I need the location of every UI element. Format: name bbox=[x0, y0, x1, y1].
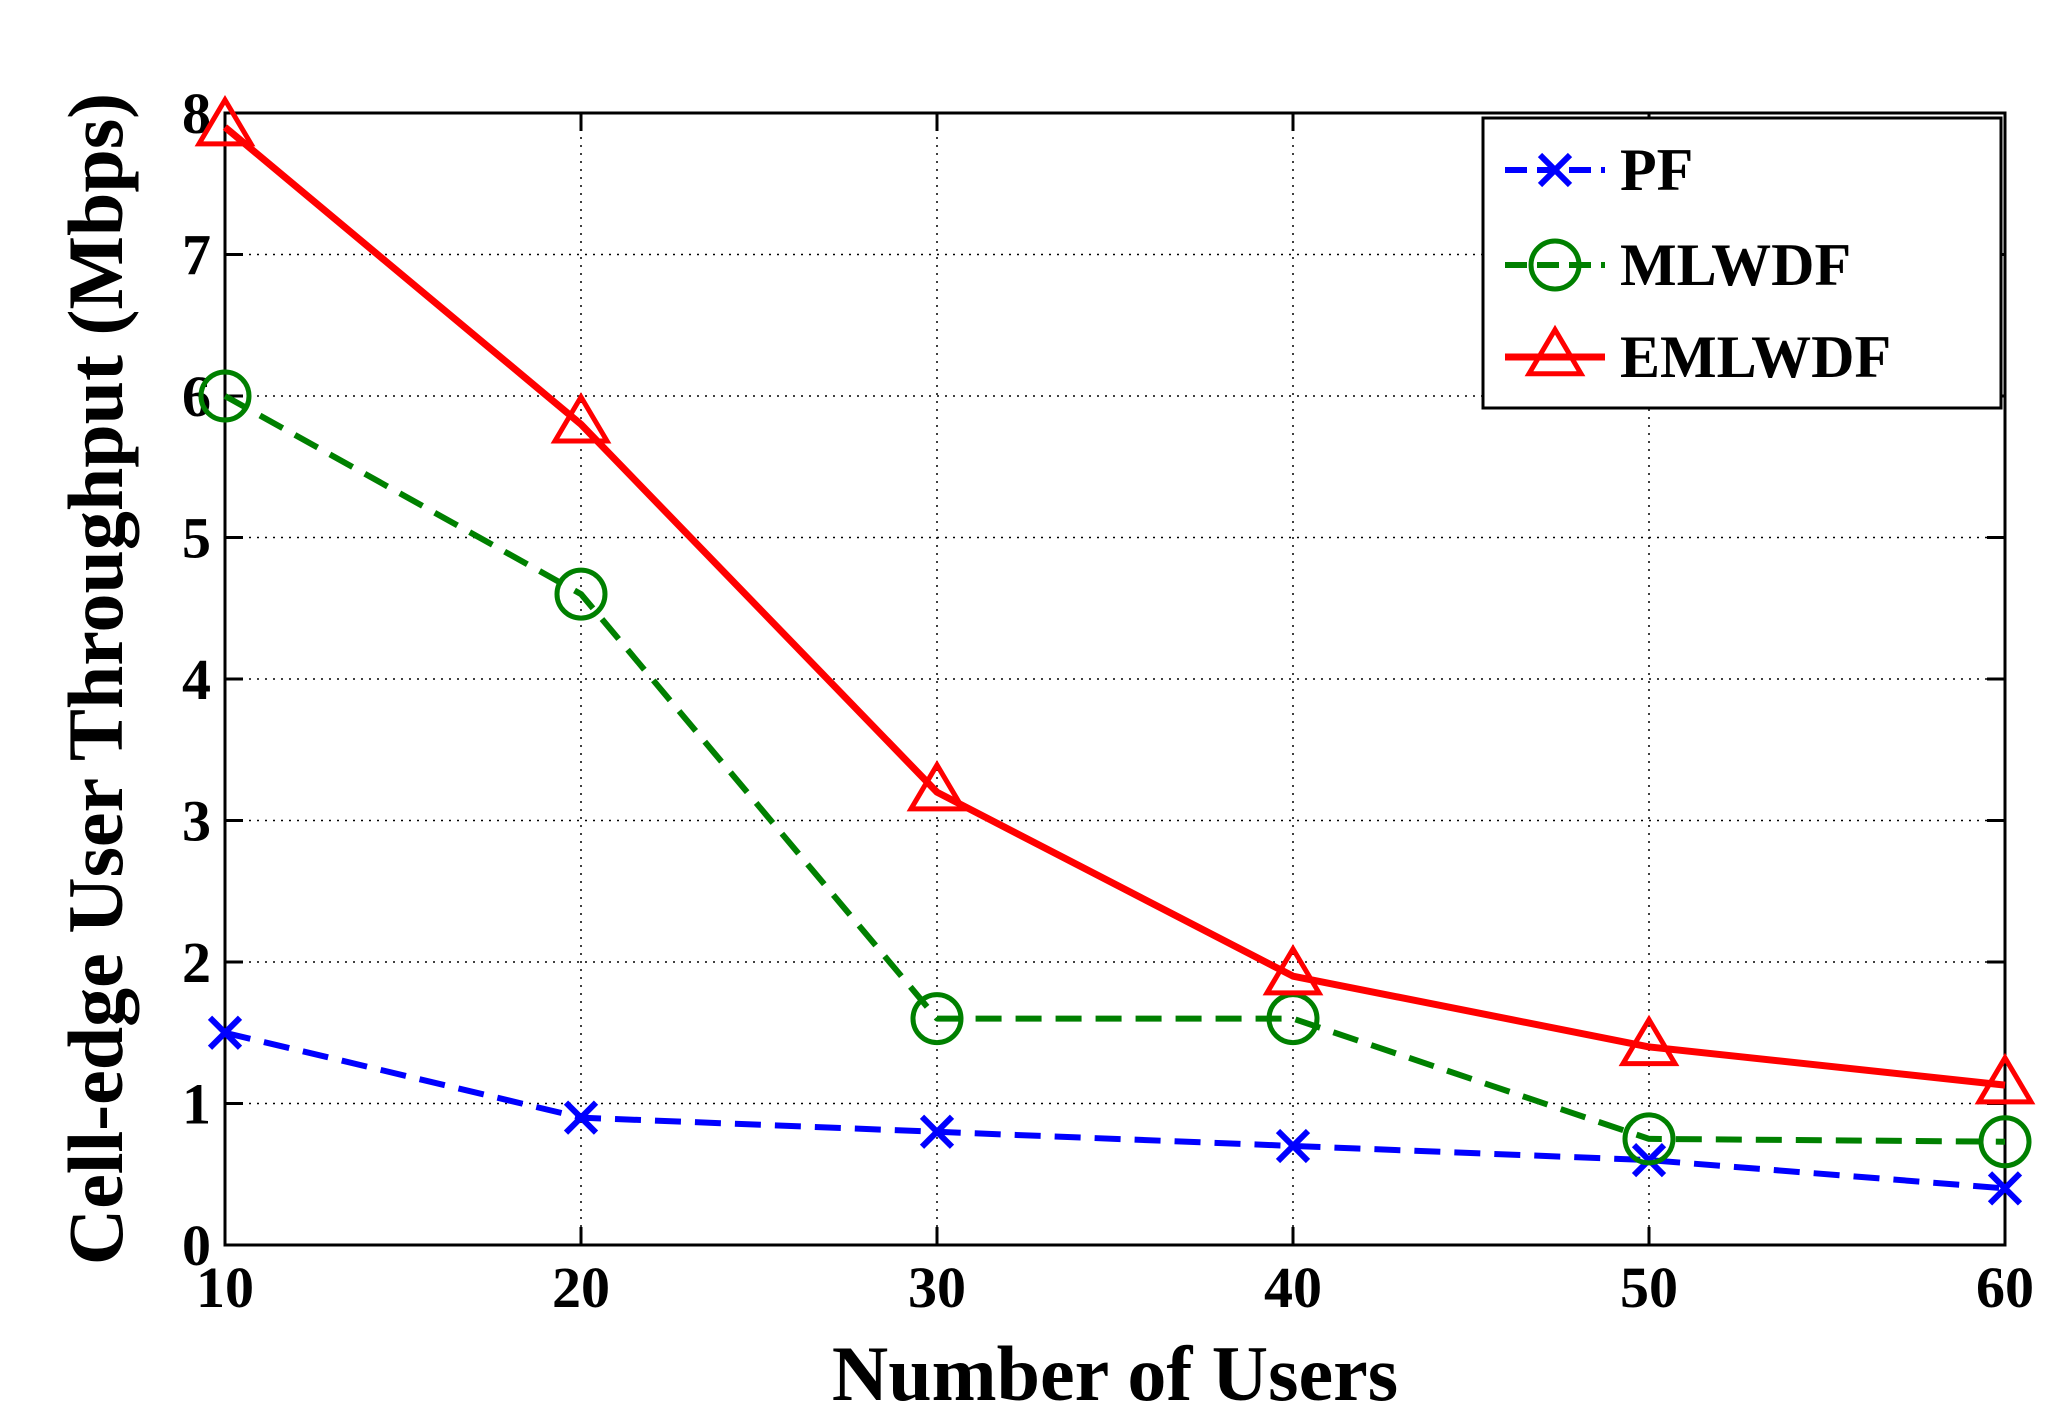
data-point-mlwdf bbox=[1978, 1115, 2032, 1169]
y-tick-label: 0 bbox=[182, 1213, 211, 1278]
x-tick-label: 60 bbox=[1976, 1255, 2034, 1320]
legend-marker-pf bbox=[1537, 152, 1573, 188]
y-axis-label: Cell-edge User Throughput (Mbps) bbox=[52, 93, 139, 1265]
data-point-emlwdf bbox=[1618, 1014, 1680, 1067]
ticks: 10 20 30 40 50 60 0 1 2 3 4 5 6 7 8 bbox=[182, 81, 2034, 1320]
series-line-mlwdf bbox=[223, 393, 2006, 1145]
series bbox=[194, 94, 2036, 1206]
y-tick-label: 7 bbox=[182, 223, 211, 288]
legend-label-emlwdf: EMLWDF bbox=[1620, 324, 1891, 390]
data-point-emlwdf bbox=[906, 760, 968, 812]
x-tick-label: 50 bbox=[1620, 1255, 1678, 1320]
legend-marker-emlwdf bbox=[1524, 324, 1586, 377]
series-line-emlwdf bbox=[222, 124, 2006, 1089]
y-tick-label: 6 bbox=[182, 364, 211, 429]
data-point-mlwdf bbox=[1622, 1112, 1676, 1166]
x-axis-label: Number of Users bbox=[832, 1330, 1398, 1413]
series-mlwdf bbox=[198, 369, 2032, 1169]
legend-marker-mlwdf bbox=[1528, 238, 1582, 292]
y-tick-label: 4 bbox=[182, 647, 211, 712]
legend: PF MLWDF EMLWDF bbox=[1481, 116, 2003, 410]
series-emlwdf bbox=[194, 94, 2036, 1105]
x-tick-label: 40 bbox=[1264, 1255, 1322, 1320]
series-line-pf bbox=[224, 1029, 2006, 1192]
data-point-pf bbox=[563, 1100, 599, 1135]
legend-entry-emlwdf: EMLWDF bbox=[1505, 324, 1891, 390]
x-tick-label: 30 bbox=[908, 1255, 966, 1320]
data-point-mlwdf bbox=[554, 567, 608, 621]
data-point-emlwdf bbox=[194, 94, 256, 147]
y-tick-label: 2 bbox=[182, 930, 211, 995]
y-tick-label: 1 bbox=[182, 1072, 211, 1137]
data-point-emlwdf bbox=[1262, 943, 1324, 996]
data-point-emlwdf bbox=[1974, 1052, 2036, 1105]
data-point-pf bbox=[919, 1114, 955, 1149]
data-point-mlwdf bbox=[198, 369, 252, 423]
data-point-pf bbox=[1987, 1171, 2023, 1206]
data-point-pf bbox=[1275, 1128, 1311, 1164]
legend-entry-mlwdf: MLWDF bbox=[1505, 232, 1851, 298]
legend-label-pf: PF bbox=[1620, 137, 1693, 203]
series-pf bbox=[207, 1015, 2023, 1206]
data-point-emlwdf bbox=[550, 392, 612, 444]
legend-entry-pf: PF bbox=[1505, 137, 1693, 203]
legend-label-mlwdf: MLWDF bbox=[1620, 232, 1851, 298]
data-point-pf bbox=[1631, 1142, 1667, 1178]
legend-entries: PF MLWDF EMLWDF bbox=[1505, 137, 1891, 390]
data-point-pf bbox=[207, 1015, 243, 1050]
y-tick-label: 5 bbox=[182, 506, 211, 571]
x-tick-label: 20 bbox=[552, 1255, 610, 1320]
y-tick-label: 3 bbox=[182, 789, 211, 854]
data-point-mlwdf bbox=[910, 992, 964, 1046]
x-tick-label: 10 bbox=[196, 1255, 254, 1320]
y-tick-label: 8 bbox=[182, 81, 211, 146]
